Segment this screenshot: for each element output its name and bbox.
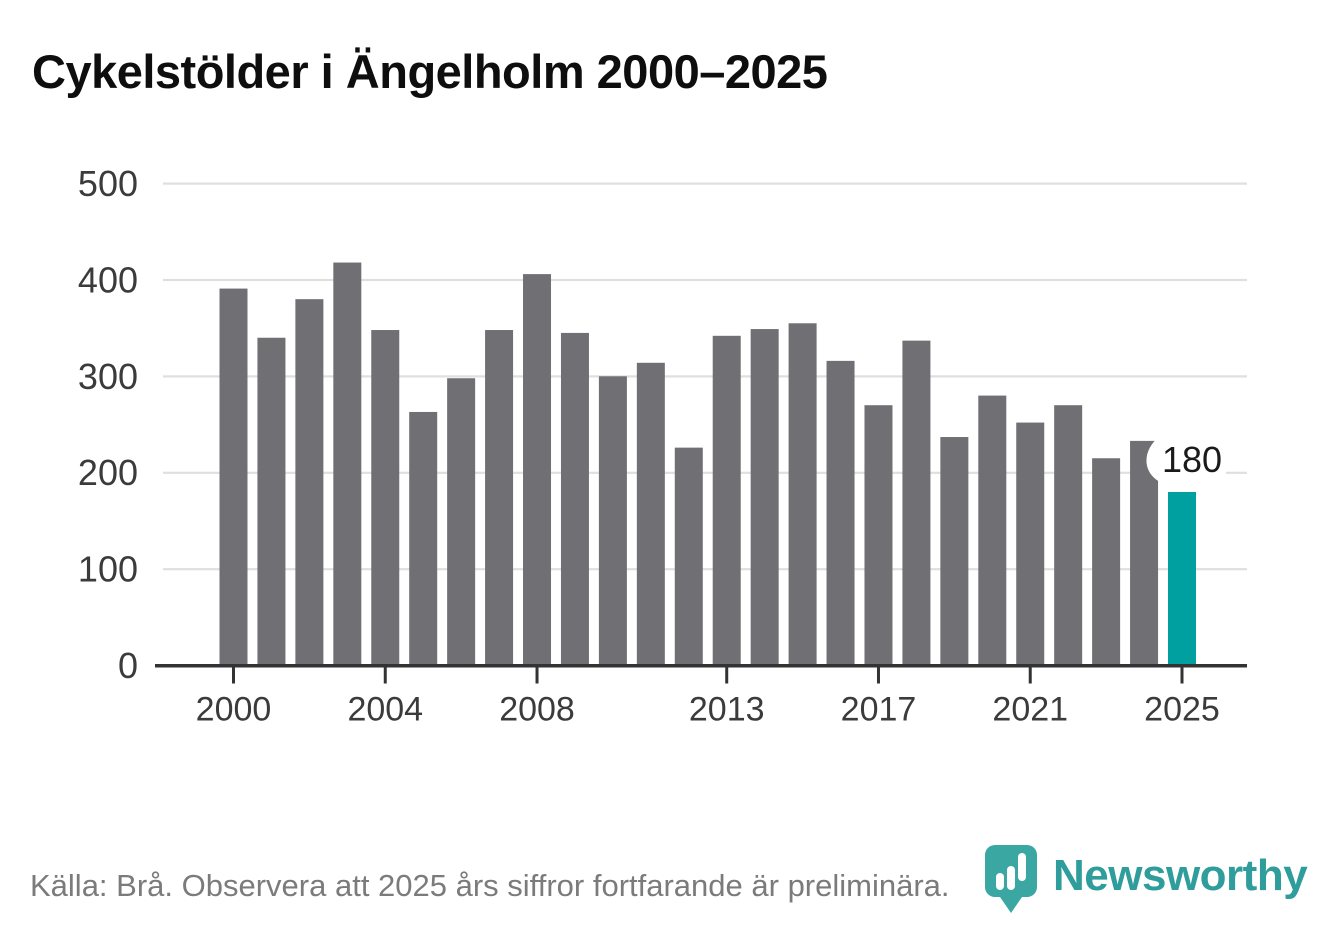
bar-2004 [371, 330, 400, 666]
bar-2018 [902, 340, 931, 666]
bar-2012 [674, 447, 703, 666]
y-axis-label-200: 200 [78, 452, 138, 493]
bar-2002 [295, 299, 324, 666]
y-axis-label-500: 500 [78, 163, 138, 204]
gridline-100 [163, 568, 1247, 571]
bar-2023 [1092, 458, 1121, 666]
x-axis-label-2025: 2025 [1144, 691, 1220, 729]
y-axis-label-0: 0 [118, 645, 138, 686]
gridline-400 [163, 278, 1247, 282]
newsworthy-wordmark: Newsworthy [1053, 851, 1308, 900]
bar-2009 [560, 332, 589, 666]
bar-2001 [257, 337, 286, 666]
x-axis-label-2017: 2017 [841, 691, 917, 729]
data-label-value: 180 [1162, 439, 1222, 480]
x-axis-label-2008: 2008 [499, 691, 575, 729]
x-tick-2008 [535, 667, 539, 684]
gridline-300 [163, 375, 1247, 378]
chart-title: Cykelstölder i Ängelholm 2000–2025 [32, 45, 828, 98]
x-tick-2000 [232, 667, 235, 684]
x-tick-2017 [876, 667, 880, 684]
x-tick-2021 [1028, 667, 1032, 684]
bar-2003 [333, 262, 362, 666]
bar-2008 [523, 274, 552, 666]
newsworthy-logo: Newsworthy [983, 843, 1308, 923]
bar-2006 [447, 378, 476, 666]
y-axis-label-100: 100 [78, 549, 138, 590]
bar-2007 [485, 330, 514, 666]
bar-2016 [826, 360, 855, 666]
source-note: Källa: Brå. Observera att 2025 års siffr… [30, 868, 950, 903]
bar-2015 [788, 323, 817, 666]
bar-2025 [1168, 491, 1196, 666]
bar-2020 [978, 395, 1007, 666]
data-label-bubble [1146, 435, 1226, 482]
bar-2013 [712, 335, 741, 666]
bar-2021 [1016, 422, 1045, 666]
bar-2014 [750, 329, 779, 666]
bar-2022 [1054, 405, 1083, 666]
bar-2000 [219, 288, 248, 666]
bar-2024 [1130, 440, 1159, 666]
x-axis-line [155, 664, 1247, 668]
newsworthy-pin-barchart-icon [985, 845, 1037, 913]
x-axis-label-2013: 2013 [689, 691, 765, 729]
x-tick-2004 [383, 667, 387, 684]
x-tick-2025 [1180, 667, 1184, 684]
bar-2010 [598, 376, 627, 666]
bar-2017 [864, 405, 893, 666]
y-axis-label-400: 400 [78, 259, 138, 300]
bar-2005 [409, 411, 438, 666]
y-axis-label-300: 300 [78, 356, 138, 397]
bar-2011 [636, 362, 665, 666]
gridline-500 [163, 182, 1247, 185]
gridline-200 [163, 471, 1247, 474]
x-axis-label-2004: 2004 [347, 691, 423, 729]
x-axis-label-2021: 2021 [992, 691, 1068, 729]
x-axis-label-2000: 2000 [196, 691, 272, 729]
bar-2019 [940, 437, 969, 666]
x-tick-2013 [725, 667, 729, 684]
